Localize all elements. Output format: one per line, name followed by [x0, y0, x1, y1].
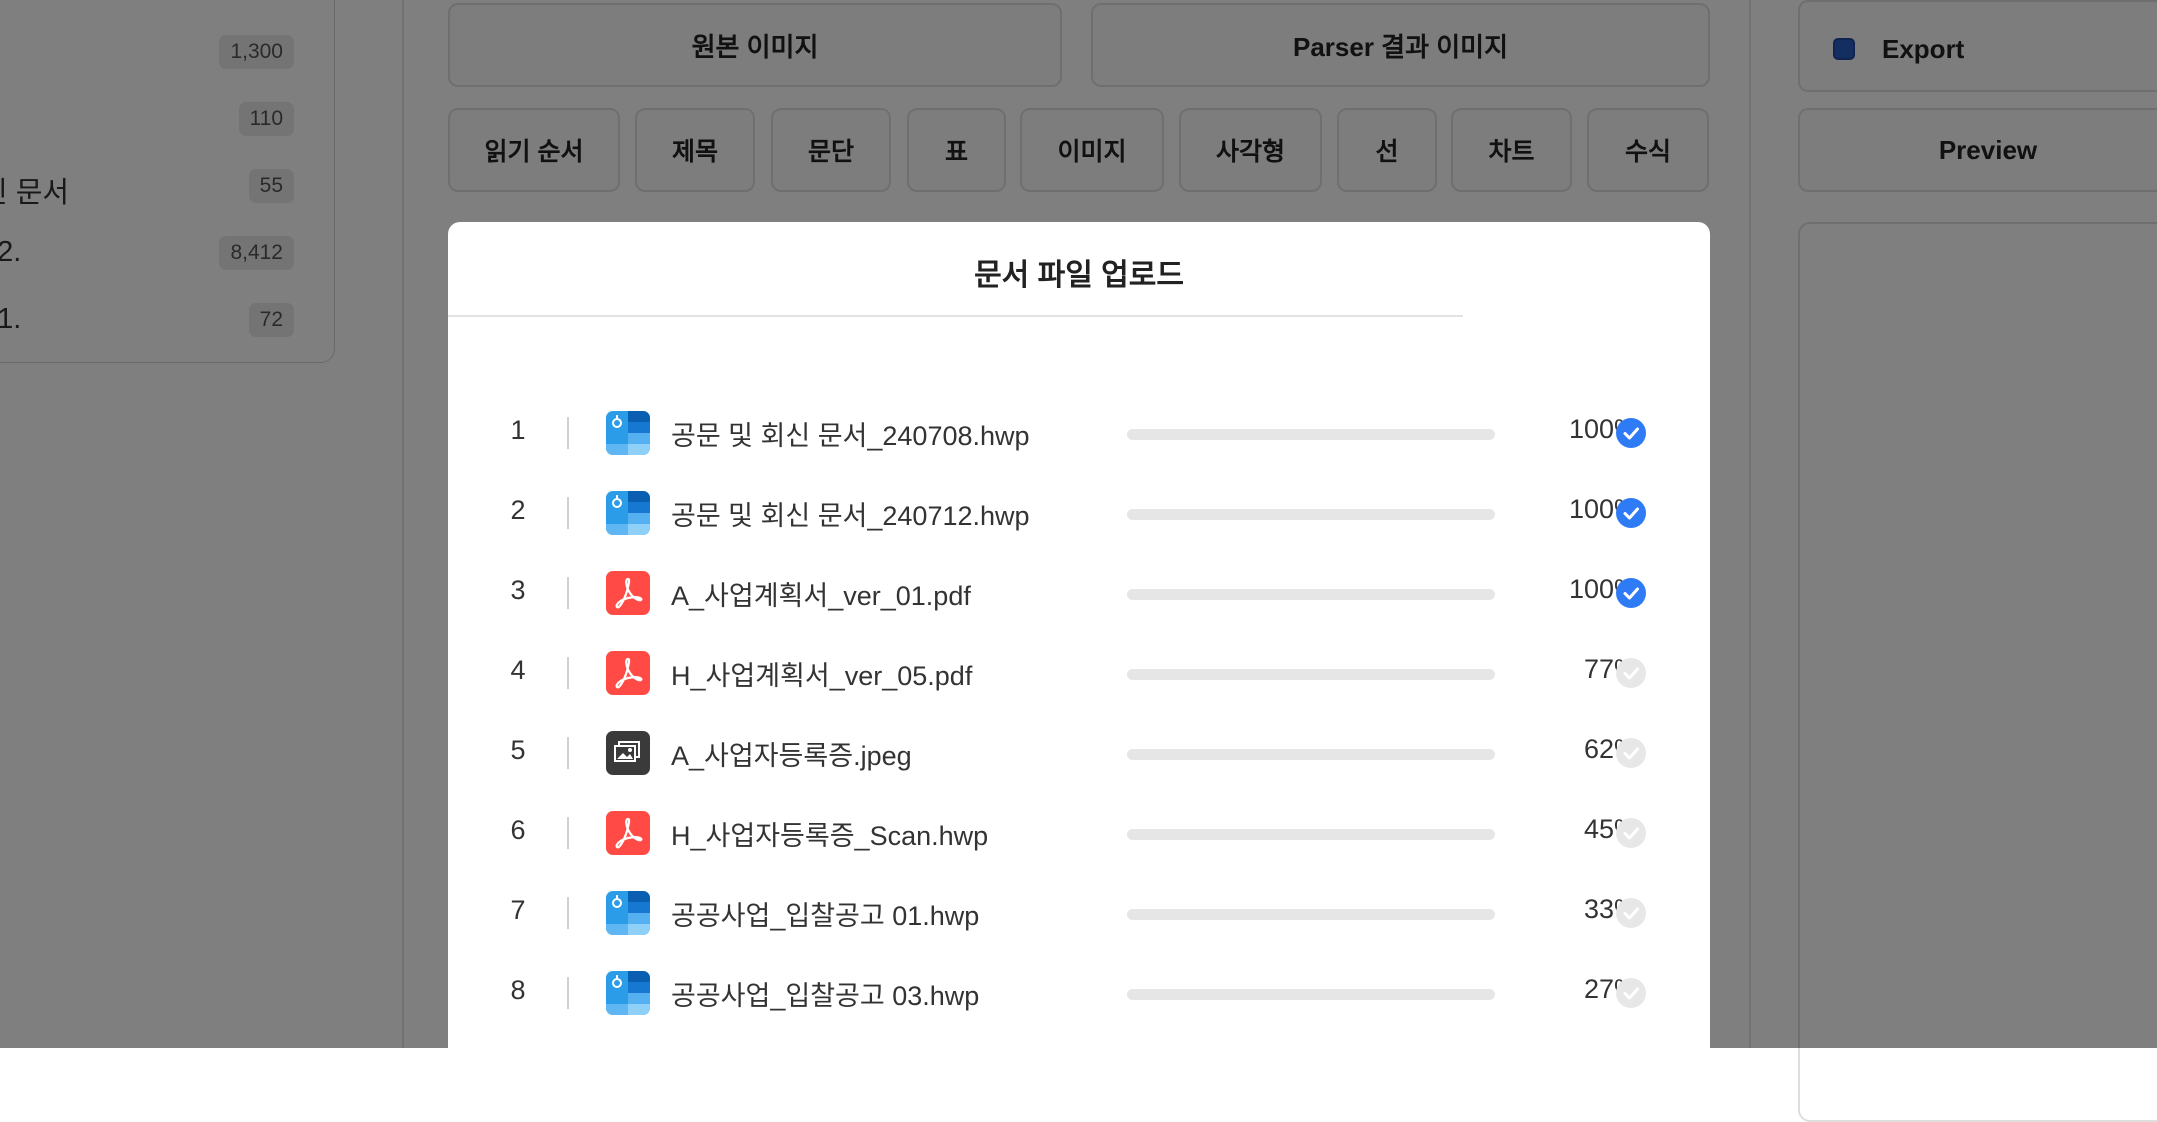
file-index: 5: [510, 735, 526, 765]
upload-pending-check-icon: [1616, 738, 1646, 768]
row-divider: [567, 657, 569, 689]
file-name: 공공사업_입찰공고 03.hwp: [671, 981, 980, 1011]
file-index: 1: [510, 415, 526, 445]
row-divider: [567, 417, 569, 449]
upload-file-row[interactable]: 5 A_사업자등록증.jpeg 62%: [448, 713, 1710, 793]
hwp-file-icon: [606, 411, 650, 455]
file-name: A_사업계획서_ver_01.pdf: [671, 581, 971, 611]
hwp-file-icon: [606, 891, 650, 935]
row-divider: [567, 497, 569, 529]
modal-title: 문서 파일 업로드: [974, 259, 1184, 292]
upload-progress-bar: [1127, 669, 1495, 680]
upload-progress-bar: [1127, 909, 1495, 920]
file-name: H_사업자등록증_Scan.hwp: [671, 821, 989, 851]
upload-pending-check-icon: [1616, 818, 1646, 848]
upload-complete-check-icon: [1616, 578, 1646, 608]
upload-pending-check-icon: [1616, 898, 1646, 928]
file-index: 8: [510, 975, 526, 1005]
upload-file-row[interactable]: 3 A_사업계획서_ver_01.pdf 100%: [448, 553, 1710, 633]
upload-progress-bar: [1127, 989, 1495, 1000]
upload-modal: 문서 파일 업로드 1 공문 및 회신 문서_240708.hwp 100% 2 공문 …: [448, 222, 1710, 1122]
upload-progress-bar: [1127, 509, 1495, 520]
file-index: 6: [510, 815, 526, 845]
hwp-file-icon: [606, 971, 650, 1015]
row-divider: [567, 977, 569, 1009]
upload-file-row[interactable]: 8 공공사업_입찰공고 03.hwp 27%: [448, 953, 1710, 1033]
upload-pending-check-icon: [1616, 978, 1646, 1008]
upload-file-row[interactable]: 1 공문 및 회신 문서_240708.hwp 100%: [448, 393, 1710, 473]
image-file-icon: [606, 731, 650, 775]
upload-file-row[interactable]: 4 H_사업계획서_ver_05.pdf 77%: [448, 633, 1710, 713]
upload-progress-bar: [1127, 429, 1495, 440]
row-divider: [567, 577, 569, 609]
file-name: 공문 및 회신 문서_240708.hwp: [671, 421, 1030, 451]
file-index: 7: [510, 895, 526, 925]
file-index: 4: [510, 655, 526, 685]
upload-progress-bar: [1127, 749, 1495, 760]
pdf-file-icon: [606, 811, 650, 855]
row-divider: [567, 817, 569, 849]
upload-file-row[interactable]: 2 공문 및 회신 문서_240712.hwp 100%: [448, 473, 1710, 553]
upload-file-row[interactable]: 7 공공사업_입찰공고 01.hwp 33%: [448, 873, 1710, 953]
file-name: 공문 및 회신 문서_240712.hwp: [671, 501, 1030, 531]
pdf-file-icon: [606, 651, 650, 695]
file-index: 3: [510, 575, 526, 605]
row-divider: [567, 737, 569, 769]
file-name: 공공사업_입찰공고 01.hwp: [671, 901, 980, 931]
hwp-file-icon: [606, 491, 650, 535]
upload-progress-bar: [1127, 829, 1495, 840]
pdf-file-icon: [606, 571, 650, 615]
upload-progress-bar: [1127, 589, 1495, 600]
row-divider: [567, 897, 569, 929]
file-name: A_사업자등록증.jpeg: [671, 741, 912, 771]
upload-pending-check-icon: [1616, 658, 1646, 688]
upload-complete-check-icon: [1616, 498, 1646, 528]
modal-title-divider: [448, 315, 1463, 317]
upload-complete-check-icon: [1616, 418, 1646, 448]
file-index: 2: [510, 495, 526, 525]
upload-file-row[interactable]: 6 H_사업자등록증_Scan.hwp 45%: [448, 793, 1710, 873]
file-name: H_사업계획서_ver_05.pdf: [671, 661, 973, 691]
